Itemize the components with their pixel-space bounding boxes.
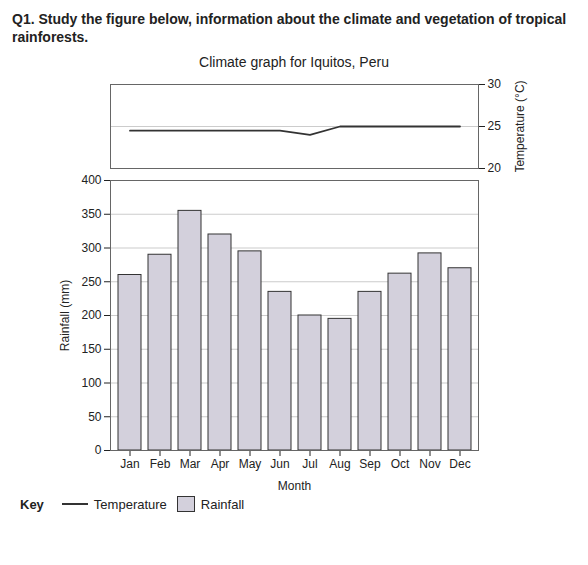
html-text:Climate graph for Iquitos, Per: Climate graph for Iquitos, Peru	[199, 54, 389, 71]
svg-text:20: 20	[488, 162, 502, 173]
svg-text:250: 250	[81, 275, 101, 289]
svg-text:Rainfall (mm): Rainfall (mm)	[58, 280, 72, 351]
svg-text:0: 0	[95, 444, 102, 458]
svg-text:Apr: Apr	[211, 457, 230, 471]
svg-text:100: 100	[81, 376, 101, 390]
html-text:Key: Key	[20, 496, 44, 512]
svg-text:Sep: Sep	[359, 457, 381, 471]
html-text:Q1. Study the figure below, in: Q1. Study the figure below, information …	[12, 11, 567, 46]
svg-text:May: May	[239, 457, 262, 471]
svg-text:25: 25	[488, 120, 502, 134]
svg-text:Aug: Aug	[329, 457, 350, 471]
svg-text:Month: Month	[278, 479, 311, 493]
svg-text:Dec: Dec	[449, 457, 470, 471]
html-text:Rainfall: Rainfall	[200, 496, 245, 512]
svg-text:150: 150	[81, 342, 101, 356]
svg-text:200: 200	[81, 309, 101, 323]
svg-text:Mar: Mar	[180, 457, 201, 471]
svg-text:30: 30	[488, 78, 502, 92]
html-text:Temperature: Temperature	[93, 496, 167, 512]
svg-text:350: 350	[81, 207, 101, 221]
svg-text:Temperature (°C): Temperature (°C)	[513, 81, 527, 173]
svg-text:Oct: Oct	[391, 457, 410, 471]
svg-text:Jul: Jul	[302, 457, 317, 471]
svg-text:Nov: Nov	[419, 457, 440, 471]
svg-text:300: 300	[81, 241, 101, 255]
svg-text:Jan: Jan	[120, 457, 139, 471]
svg-text:Feb: Feb	[150, 457, 171, 471]
svg-text:50: 50	[88, 410, 102, 424]
svg-text:Jun: Jun	[270, 457, 289, 471]
svg-text:400: 400	[81, 174, 101, 188]
